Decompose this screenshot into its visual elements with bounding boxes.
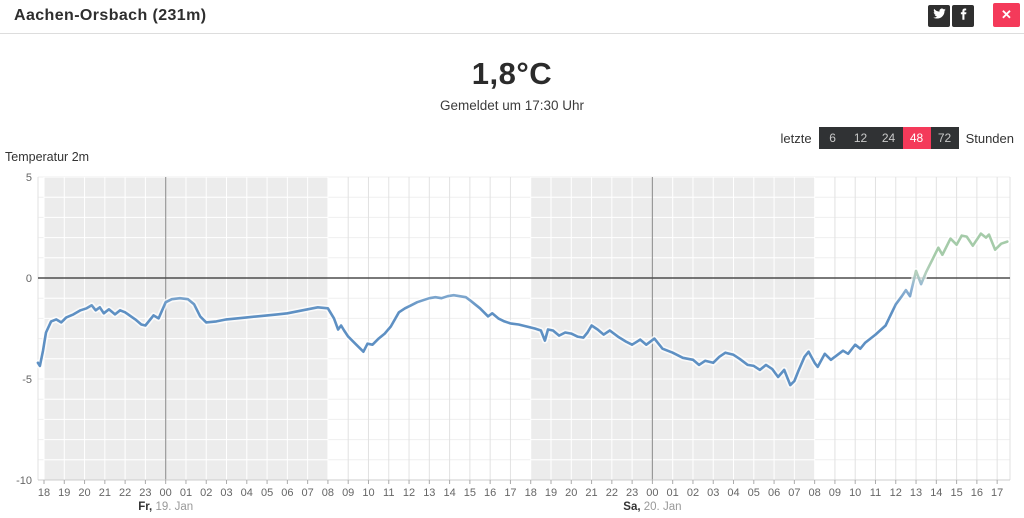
x-axis-label: 17 [504, 487, 516, 499]
x-axis-label: 13 [910, 487, 922, 499]
x-axis-label: 16 [971, 487, 983, 499]
x-axis-label: 09 [342, 487, 354, 499]
x-axis-label: 01 [180, 487, 192, 499]
x-axis-label: 23 [626, 487, 638, 499]
x-axis-label: 11 [383, 487, 394, 499]
close-icon: ✕ [1001, 7, 1012, 22]
x-axis-label: 12 [403, 487, 415, 499]
x-axis-label: 05 [261, 487, 273, 499]
x-axis-label: 19 [545, 487, 557, 499]
x-axis-label: 03 [707, 487, 719, 499]
y-axis-label: 0 [26, 273, 32, 285]
x-axis-label: 11 [870, 487, 881, 499]
x-axis-label: 04 [241, 487, 253, 499]
x-axis-label: 22 [606, 487, 618, 499]
x-axis-label: 16 [484, 487, 496, 499]
x-axis-label: 02 [200, 487, 212, 499]
chart-title: Temperatur 2m [5, 150, 90, 164]
range-suffix-label: Stunden [965, 130, 1014, 146]
x-axis-label: 15 [950, 487, 962, 499]
x-axis-label: 10 [362, 487, 374, 499]
y-axis-label: 5 [26, 172, 32, 184]
x-axis-label: 03 [220, 487, 232, 499]
x-axis-label: 08 [322, 487, 334, 499]
report-time: Gemeldet um 17:30 Uhr [439, 98, 585, 113]
day-label: Sa, 20. Jan [623, 501, 681, 513]
x-axis-label: 02 [687, 487, 699, 499]
y-axis-label: -10 [16, 475, 32, 487]
x-axis-label: 00 [160, 487, 172, 499]
x-axis-label: 06 [768, 487, 780, 499]
x-axis-label: 14 [930, 487, 942, 499]
x-axis-label: 09 [829, 487, 841, 499]
range-button-bar: 6 12 24 48 72 [818, 127, 959, 149]
close-button[interactable]: ✕ [993, 3, 1020, 27]
x-axis-label: 15 [464, 487, 476, 499]
x-axis-label: 21 [99, 487, 111, 499]
x-axis-label: 07 [302, 487, 314, 499]
x-axis-label: 20 [565, 487, 577, 499]
x-axis-label: 19 [58, 487, 70, 499]
x-axis-label: 18 [525, 487, 537, 499]
station-title: Aachen-Orsbach (231m) [14, 7, 207, 24]
x-axis-label: 14 [443, 487, 455, 499]
range-option-24[interactable]: 24 [874, 127, 903, 149]
x-axis-label: 07 [788, 487, 800, 499]
range-option-72[interactable]: 72 [930, 127, 959, 149]
x-axis-label: 12 [890, 487, 902, 499]
twitter-share-button[interactable] [928, 5, 950, 27]
current-reading: 1,8°C Gemeldet um 17:30 Uhr [0, 56, 1024, 113]
temperature-chart: 18 19 20 21 22 23 00 01 02 03 04 05 06 07 08 09 10 11 12 13… [16, 172, 1011, 513]
x-axis-label: 13 [423, 487, 435, 499]
range-option-48[interactable]: 48 [902, 127, 931, 149]
facebook-share-button[interactable] [952, 5, 974, 27]
x-axis-label: 00 [646, 487, 658, 499]
x-axis-label: 23 [139, 487, 151, 499]
x-axis-label: 18 [38, 487, 50, 499]
header-bar: Aachen-Orsbach (231m) ✕ [0, 0, 1024, 34]
range-option-12[interactable]: 12 [846, 127, 875, 149]
x-axis-label: 08 [809, 487, 821, 499]
x-axis-label: 05 [748, 487, 760, 499]
x-axis-label: 04 [727, 487, 739, 499]
x-axis-label: 01 [667, 487, 679, 499]
range-selector: letzte 6 12 24 48 72 Stunden [773, 127, 1021, 149]
current-temperature: 1,8°C [471, 56, 553, 91]
temperature-line [36, 232, 1009, 387]
x-axis-label: 21 [585, 487, 597, 499]
x-axis-label: 20 [78, 487, 90, 499]
x-axis-label: 10 [849, 487, 861, 499]
range-option-6[interactable]: 6 [818, 127, 847, 149]
y-axis-label: -5 [22, 374, 32, 386]
twitter-icon [932, 6, 947, 26]
x-axis-label: 22 [119, 487, 131, 499]
day-label: Fr, 19. Jan [138, 501, 193, 513]
x-axis-label: 06 [281, 487, 293, 499]
range-prefix-label: letzte [780, 130, 812, 146]
x-axis-label: 17 [991, 487, 1003, 499]
facebook-icon [956, 6, 971, 26]
